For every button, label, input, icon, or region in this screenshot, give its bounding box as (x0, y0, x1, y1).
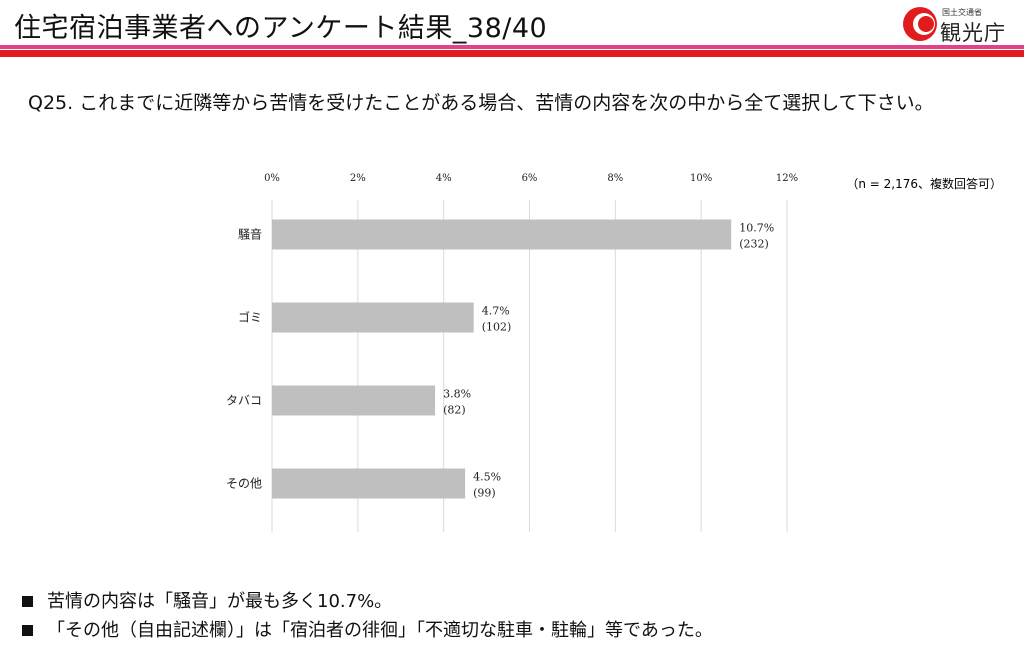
complaint-bar-chart: 0% 2% 4% 6% 8% 10% 12% 騒音 10.7% (232) ゴミ 4.7% (102)… (226, 173, 1002, 532)
summary-note-text: 苦情の内容は「騒音」が最も多く10.7%。 (47, 591, 393, 612)
count-label: (232) (739, 238, 769, 251)
summary-note: 「その他（自由記述欄）」は「宿泊者の徘徊」「不適切な駐車・駐輪」等であった。 (22, 616, 713, 645)
count-label: (82) (443, 404, 466, 417)
x-tick-label: 8% (607, 173, 623, 184)
bar (272, 468, 466, 499)
agency-logo: 国土交通省 観光庁 (902, 6, 1020, 45)
chart-bars: 騒音 10.7% (232) ゴミ 4.7% (102) タバコ 3.8% (82) その他 4.5… (226, 219, 774, 500)
bar (272, 302, 474, 333)
x-tick-label: 0% (264, 173, 280, 184)
value-label: 3.8% (443, 388, 471, 401)
summary-notes: 苦情の内容は「騒音」が最も多く10.7%。 「その他（自由記述欄）」は「宿泊者の… (22, 587, 713, 645)
bullet-square-icon (22, 596, 33, 607)
agency-emblem-icon (903, 7, 937, 41)
bullet-square-icon (22, 625, 33, 636)
summary-note-text: 「その他（自由記述欄）」は「宿泊者の徘徊」「不適切な駐車・駐輪」等であった。 (47, 620, 713, 641)
logo-agency-name: 観光庁 (940, 21, 1006, 45)
count-label: (99) (473, 487, 496, 500)
question-text: Q25. これまでに近隣等から苦情を受けたことがある場合、苦情の内容を次の中から… (28, 92, 934, 114)
summary-note: 苦情の内容は「騒音」が最も多く10.7%。 (22, 587, 713, 616)
category-label: 騒音 (238, 227, 262, 242)
header-pink-rule (0, 45, 1024, 49)
x-tick-label: 12% (776, 173, 798, 184)
category-label: ゴミ (238, 310, 262, 325)
x-tick-label: 10% (690, 173, 712, 184)
bar (272, 219, 732, 250)
x-tick-label: 2% (350, 173, 366, 184)
value-label: 4.7% (482, 305, 510, 318)
x-tick-label: 4% (436, 173, 452, 184)
x-axis-ticks: 0% 2% 4% 6% 8% 10% 12% (264, 173, 798, 184)
category-label: その他 (226, 477, 262, 491)
count-label: (102) (482, 321, 512, 334)
logo-org-label: 国土交通省 (942, 8, 982, 17)
bar (272, 385, 436, 416)
header-red-rule (0, 50, 1024, 57)
page-title: 住宅宿泊事業者へのアンケート結果_38/40 (14, 13, 548, 44)
value-label: 4.5% (473, 471, 501, 484)
category-label: タバコ (226, 394, 262, 408)
x-tick-label: 6% (522, 173, 538, 184)
value-label: 10.7% (739, 222, 774, 235)
sample-size-note: （n = 2,176、複数回答可） (846, 176, 1002, 191)
